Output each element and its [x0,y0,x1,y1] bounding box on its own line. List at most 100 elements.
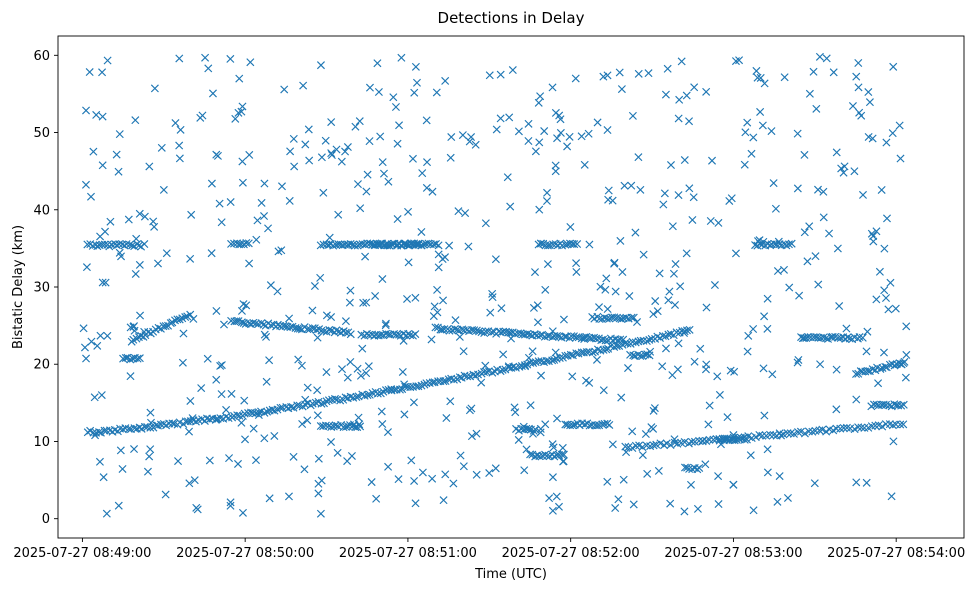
detection-point [628,111,637,120]
detection-point [537,371,546,380]
detection-point [485,469,494,478]
detection-point [203,354,212,363]
detection-point [899,420,908,429]
detection-point [411,499,420,508]
detection-point [536,428,545,437]
detection-point [217,390,226,399]
y-tick-label: 0 [42,512,50,527]
detection-point [634,153,643,162]
x-axis-ticks: 2025-07-27 08:49:00 2025-07-27 08:50:00 20… [13,538,965,561]
detection-point [308,306,317,315]
detection-point [446,397,455,406]
detection-point [491,255,500,264]
detection-point [605,420,614,429]
detection-point [487,328,496,337]
detection-point [769,179,778,188]
detection-point [355,420,364,429]
detection-point [629,313,638,322]
detection-point [96,331,105,340]
detection-point [80,343,89,352]
detection-point [793,184,802,193]
detection-point [82,354,91,363]
detection-point [432,88,441,97]
detection-point [529,303,538,312]
detection-point [161,322,170,331]
detection-point [252,235,261,244]
detection-point [608,440,617,449]
detection-point [408,331,417,340]
detection-point [618,268,627,277]
detection-point [237,306,246,315]
detection-point [422,116,431,125]
detection-point [755,430,764,439]
detection-point [557,450,566,459]
detection-point [327,149,336,158]
detection-point [480,368,489,377]
detection-point [266,321,275,330]
detection-point [758,121,767,130]
detection-point [384,462,393,471]
detection-point [882,138,891,147]
detection-point [713,372,722,381]
detection-point [98,161,107,170]
detection-point [556,115,565,124]
detection-point [869,232,878,241]
detection-point [245,259,254,268]
detection-point [96,428,105,437]
detection-point [540,127,549,136]
detection-point [294,355,303,364]
detection-point [682,91,691,100]
detection-point [332,326,341,335]
detection-point [329,241,338,250]
detection-point [207,179,216,188]
detection-point [238,508,247,517]
detection-point [550,355,559,364]
detection-point [789,429,798,438]
detection-point [571,74,580,83]
detection-point [852,478,861,487]
chart-title: Detections in Delay [438,9,585,27]
detection-point [524,136,533,146]
detection-point [265,494,274,503]
detection-point [619,335,628,344]
detection-point [384,385,393,394]
detection-point [766,430,775,439]
detection-point [530,268,540,277]
detection-point [771,204,780,213]
y-tick-label: 60 [33,49,50,64]
detection-point [373,59,382,68]
detection-point [157,143,166,152]
detection-point [459,462,468,471]
detection-point [289,134,298,143]
detection-point [803,257,812,266]
detection-point [161,490,170,499]
detection-point [805,222,814,231]
detection-point [855,333,864,342]
detection-point [612,313,621,322]
detection-point [720,434,729,443]
detection-point [238,178,247,187]
detection-point [239,240,248,249]
detection-point [240,409,249,418]
detection-point [504,362,513,371]
detection-point [124,215,133,224]
detection-point [205,415,214,424]
detection-point [808,427,817,436]
detection-point [341,328,350,337]
detection-point [174,457,183,466]
detection-point [774,237,783,246]
detection-point [854,83,863,92]
detection-point [885,401,894,410]
detection-point [304,125,313,134]
detection-point [559,457,568,466]
detection-point [763,324,772,333]
detection-point [852,395,861,404]
detection-point [128,241,137,250]
detection-point [566,350,575,359]
detection-point [636,185,645,194]
y-tick-label: 20 [33,358,50,373]
detection-point [237,240,246,249]
detection-point [363,170,372,179]
detection-point [631,228,640,237]
detection-point [756,73,765,82]
